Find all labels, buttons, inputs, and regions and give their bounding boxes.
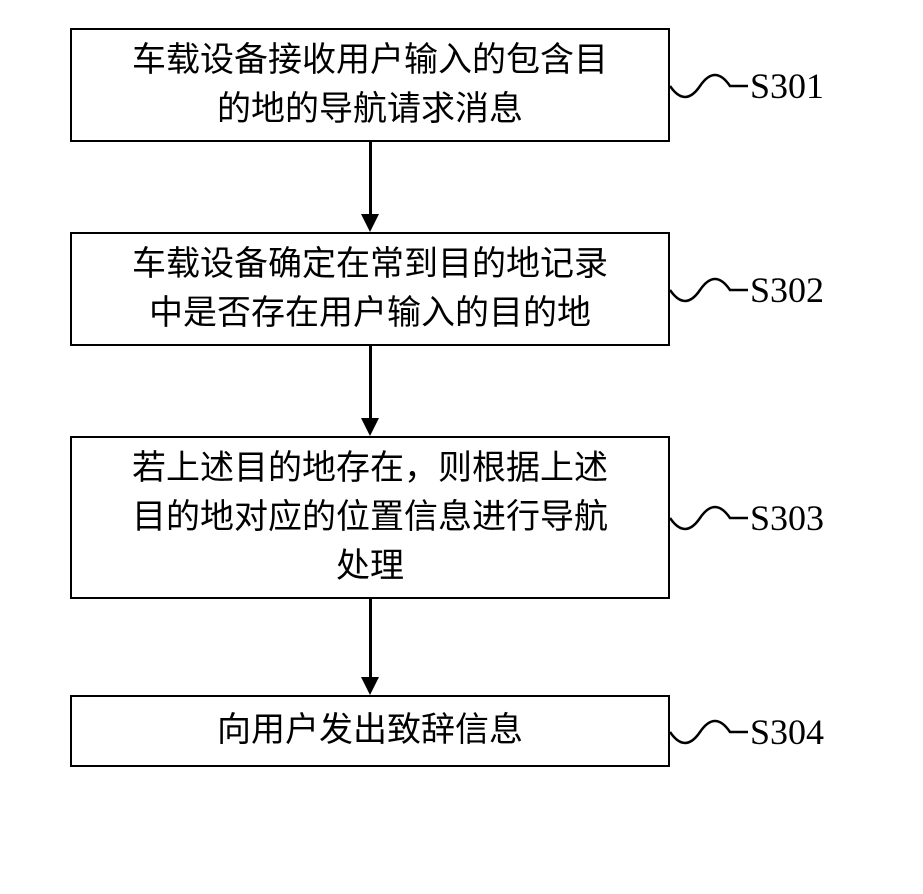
flowchart-node-s304: 向用户发出致辞信息	[70, 695, 670, 767]
step-label-s301: S301	[750, 65, 824, 107]
step-label-s302: S302	[750, 269, 824, 311]
arrow-line	[369, 142, 372, 214]
squiggle-connector	[670, 58, 750, 118]
step-label-s304: S304	[750, 711, 824, 753]
flowchart-node-s303: 若上述目的地存在，则根据上述目的地对应的位置信息进行导航处理	[70, 436, 670, 599]
squiggle-connector	[670, 704, 750, 764]
flowchart-node-s302: 车载设备确定在常到目的地记录中是否存在用户输入的目的地	[70, 232, 670, 346]
arrow-line	[369, 346, 372, 418]
squiggle-connector	[670, 262, 750, 322]
squiggle-connector	[670, 490, 750, 550]
node-text: 车载设备确定在常到目的地记录中是否存在用户输入的目的地	[132, 240, 608, 339]
node-text: 向用户发出致辞信息	[217, 706, 523, 755]
arrow-line	[369, 599, 372, 677]
step-label-s303: S303	[750, 497, 824, 539]
node-text: 车载设备接收用户输入的包含目的地的导航请求消息	[132, 36, 608, 135]
node-text: 若上述目的地存在，则根据上述目的地对应的位置信息进行导航处理	[132, 444, 608, 592]
arrow-head	[361, 677, 379, 695]
arrow-head	[361, 418, 379, 436]
arrow-head	[361, 214, 379, 232]
flowchart-node-s301: 车载设备接收用户输入的包含目的地的导航请求消息	[70, 28, 670, 142]
